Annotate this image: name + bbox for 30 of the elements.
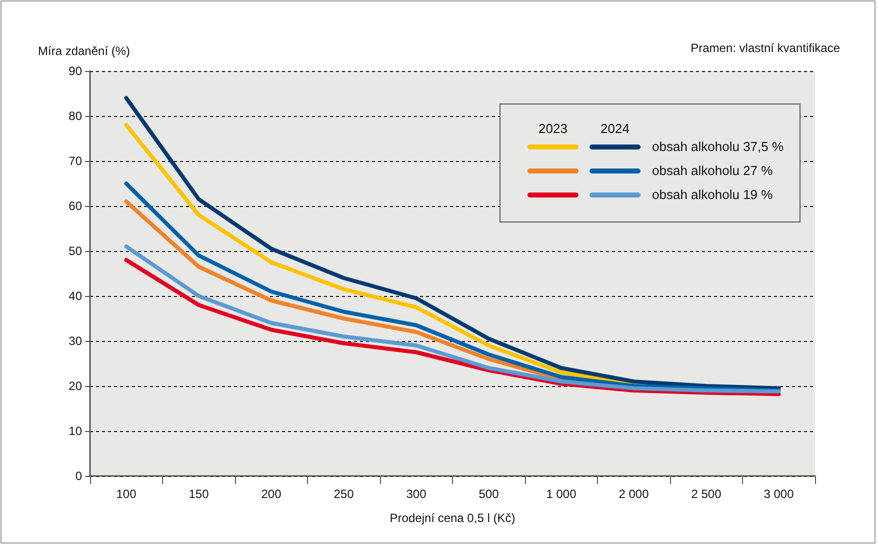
legend-label: obsah alkoholu 19 %	[652, 187, 774, 202]
y-tick-label: 60	[68, 199, 82, 213]
x-tick-label: 1 000	[546, 487, 577, 501]
y-tick-label: 20	[68, 379, 82, 393]
x-tick-label: 500	[478, 487, 500, 501]
y-tick-label: 50	[68, 244, 82, 258]
y-tick-label: 0	[75, 469, 82, 483]
legend-label: obsah alkoholu 27 %	[652, 163, 774, 178]
annotation: 2024	[600, 121, 630, 136]
x-tick-label: 150	[188, 487, 210, 501]
y-tick-label: 90	[68, 64, 82, 78]
y-tick-label: 40	[68, 289, 82, 303]
line-series	[124, 123, 636, 386]
y-tick-label: 10	[68, 424, 82, 438]
y-tick-label: 70	[68, 154, 82, 168]
x-tick-label: 3 000	[764, 487, 794, 501]
x-axis-title: Prodejní cena 0,5 l (Kč)	[390, 511, 516, 525]
x-tick-label: 2 000	[618, 487, 650, 501]
y-axis-title: Míra zdanění (%)	[38, 44, 130, 58]
x-tick-label: 200	[261, 487, 282, 501]
y-tick-label: 30	[68, 334, 82, 348]
annotation: 2023	[538, 121, 568, 136]
x-tick-label: 250	[334, 487, 354, 501]
legend-label: obsah alkoholu 37,5 %	[652, 139, 784, 154]
x-tick-label: 100	[116, 487, 137, 501]
text: Pramen: vlastní kvantifikace	[690, 41, 840, 55]
x-tick-label: 300	[406, 487, 427, 501]
y-tick-label: 80	[68, 109, 82, 123]
line-series	[124, 182, 781, 392]
x-tick-label: 2 500	[691, 487, 722, 501]
